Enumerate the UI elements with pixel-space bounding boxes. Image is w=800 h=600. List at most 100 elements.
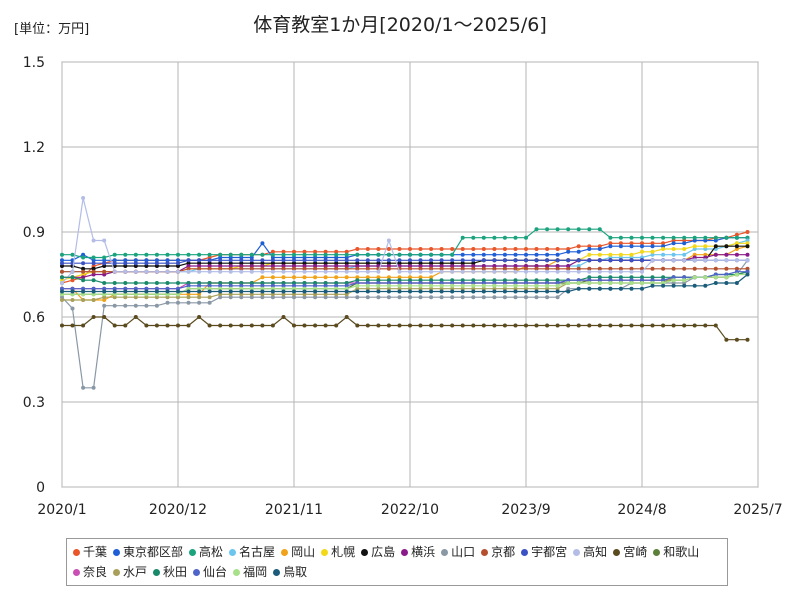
data-point — [640, 281, 644, 285]
data-point — [154, 289, 159, 294]
data-point — [513, 283, 518, 288]
data-point — [671, 238, 676, 243]
data-point — [313, 281, 318, 285]
data-point — [745, 269, 750, 274]
data-point — [70, 278, 75, 283]
data-point — [270, 258, 275, 263]
data-point — [270, 286, 275, 291]
data-point — [112, 295, 117, 300]
series-福岡 — [60, 272, 750, 297]
data-point — [576, 244, 581, 249]
data-point — [471, 286, 476, 291]
data-point — [629, 281, 634, 285]
data-point — [365, 286, 370, 291]
data-point — [292, 283, 296, 288]
data-point — [197, 286, 202, 291]
data-point — [555, 323, 560, 328]
data-point — [513, 278, 518, 283]
legend-marker-icon — [113, 549, 121, 556]
data-point — [492, 258, 497, 263]
data-point — [70, 323, 75, 328]
legend-item: 高松 — [189, 542, 223, 562]
data-point — [460, 261, 465, 266]
data-point — [502, 323, 507, 328]
data-point — [439, 247, 444, 251]
data-point — [618, 241, 623, 246]
data-point — [618, 278, 623, 283]
data-point — [386, 283, 391, 288]
data-point — [450, 295, 455, 300]
data-point — [249, 292, 254, 297]
data-point — [629, 275, 634, 280]
data-point — [186, 295, 191, 300]
data-point — [260, 289, 265, 294]
data-point — [608, 241, 613, 246]
data-point — [102, 269, 107, 274]
data-point — [534, 227, 539, 232]
data-point — [302, 283, 307, 288]
data-point — [334, 323, 339, 328]
data-point — [207, 295, 212, 300]
data-point — [133, 295, 138, 300]
data-point — [513, 281, 518, 285]
data-point — [323, 283, 328, 288]
data-point — [703, 244, 708, 249]
data-point — [112, 286, 117, 291]
data-point — [365, 295, 370, 300]
data-point — [481, 323, 486, 328]
data-point — [239, 266, 244, 271]
data-point — [154, 264, 159, 268]
legend-item: 宇都宮 — [521, 542, 567, 562]
data-point — [566, 278, 571, 283]
data-point — [524, 252, 528, 257]
data-point — [545, 266, 550, 271]
data-point — [344, 252, 349, 257]
legend-label: 宇都宮 — [531, 545, 568, 559]
legend-item: 和歌山 — [653, 542, 699, 562]
data-point — [629, 323, 634, 328]
data-point — [460, 278, 465, 283]
data-point — [587, 278, 592, 283]
data-point — [703, 275, 708, 280]
data-point — [249, 261, 254, 266]
data-point — [249, 255, 254, 260]
data-point — [682, 258, 687, 263]
data-point — [629, 241, 634, 246]
data-point — [692, 238, 697, 243]
data-point — [640, 241, 644, 246]
data-point — [513, 289, 518, 294]
data-point — [355, 283, 360, 288]
data-point — [91, 385, 96, 390]
data-point — [492, 295, 497, 300]
data-point — [270, 264, 275, 268]
data-point — [239, 295, 244, 300]
data-point — [91, 315, 96, 319]
data-point — [640, 286, 644, 291]
data-point — [671, 247, 676, 251]
data-point — [239, 264, 244, 268]
data-point — [502, 266, 507, 271]
data-point — [292, 281, 296, 285]
y-tick-label: 0 — [36, 480, 45, 496]
data-point — [386, 247, 391, 251]
data-point — [418, 252, 423, 257]
data-point — [260, 258, 265, 263]
data-point — [439, 286, 444, 291]
data-point — [692, 283, 697, 288]
legend-marker-icon — [273, 569, 281, 576]
data-point — [460, 295, 465, 300]
data-point — [524, 286, 528, 291]
data-point — [228, 264, 233, 268]
data-point — [661, 247, 666, 251]
data-point — [133, 269, 138, 274]
data-point — [671, 258, 676, 263]
data-point — [281, 283, 286, 288]
data-point — [81, 252, 86, 257]
data-point — [334, 264, 339, 268]
data-point — [302, 264, 307, 268]
legend-item: 鳥取 — [273, 562, 307, 582]
data-point — [228, 283, 233, 288]
data-point — [650, 275, 655, 280]
data-point — [555, 289, 560, 294]
data-point — [228, 258, 233, 263]
